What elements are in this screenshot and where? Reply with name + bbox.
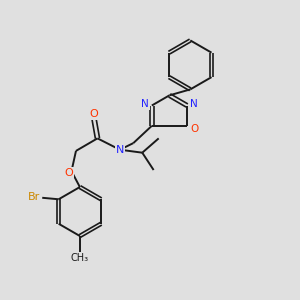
Text: O: O [89,110,98,119]
Text: N: N [190,99,197,109]
Text: CH₃: CH₃ [71,253,89,262]
Text: O: O [65,168,74,178]
Text: O: O [190,124,199,134]
Text: N: N [116,145,124,155]
Text: Br: Br [28,192,40,202]
Text: N: N [141,99,149,109]
